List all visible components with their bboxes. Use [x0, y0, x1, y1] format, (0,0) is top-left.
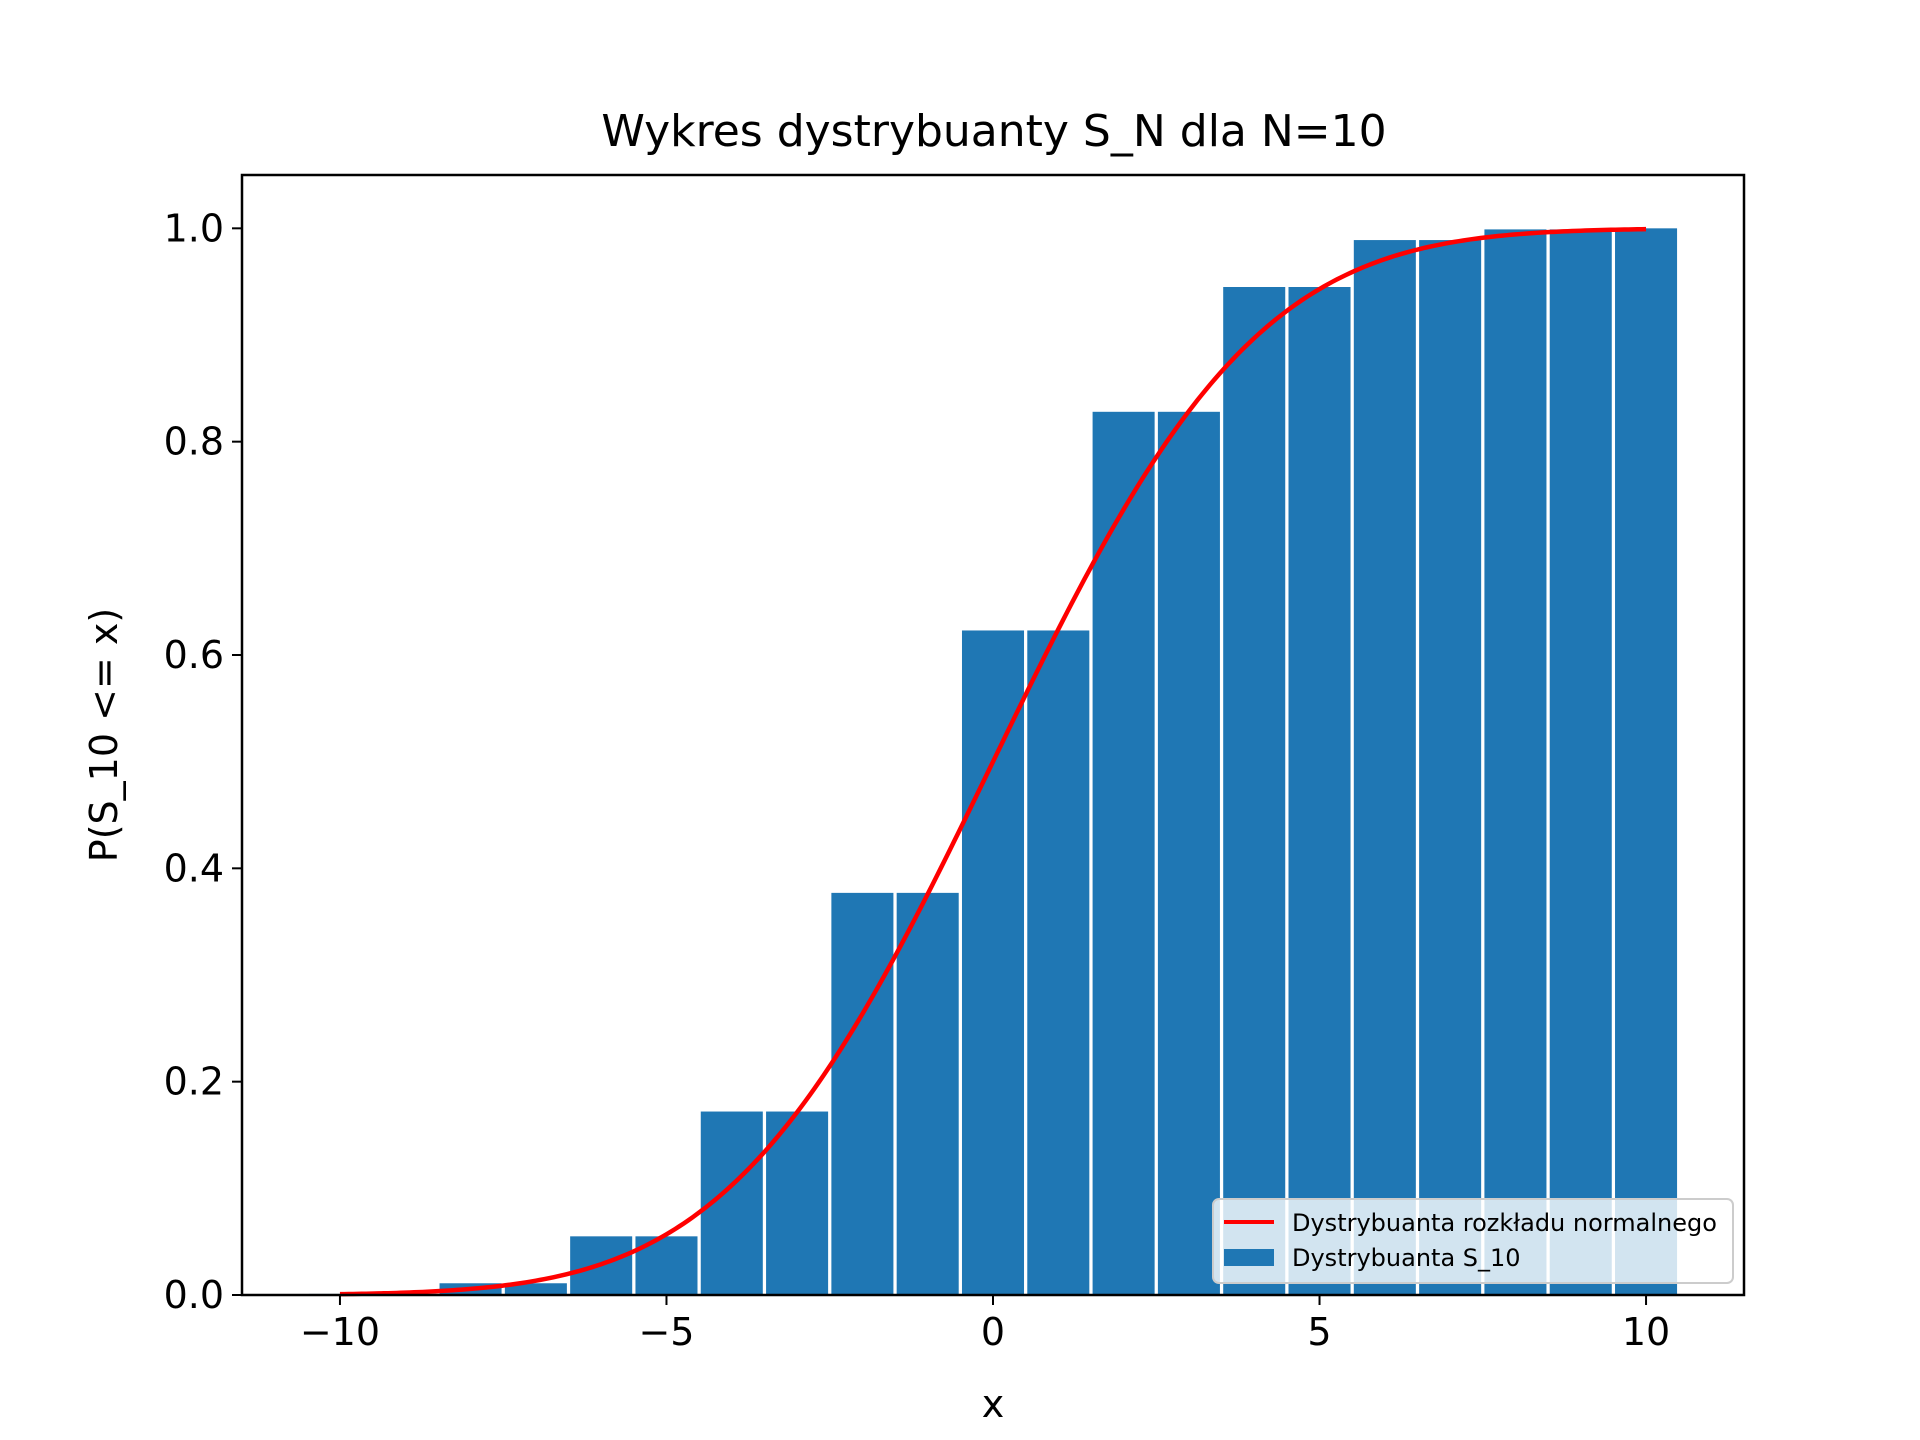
- bar: [831, 892, 894, 1295]
- x-tick-label: −5: [638, 1310, 694, 1354]
- bar: [1615, 228, 1678, 1295]
- bar: [896, 892, 959, 1295]
- x-tick-label: 10: [1622, 1310, 1670, 1354]
- legend-box: [1212, 1198, 1734, 1284]
- x-axis-ticks: −10 −5 0 5 10: [300, 1295, 1670, 1354]
- bar: [1353, 240, 1416, 1296]
- y-tick-label: 0.8: [164, 420, 224, 464]
- y-tick-label: 0.2: [164, 1060, 224, 1104]
- bar: [1484, 229, 1547, 1295]
- bar: [504, 1283, 567, 1295]
- y-axis-label: P(S_10 <= x): [82, 608, 126, 862]
- y-tick-label: 1.0: [164, 206, 224, 250]
- x-tick-label: 5: [1307, 1310, 1331, 1354]
- bar: [766, 1111, 829, 1295]
- legend: Dystrybuanta rozkładu normalnego Dystryb…: [1212, 1198, 1734, 1284]
- y-tick-label: 0.4: [164, 846, 224, 890]
- x-tick-label: 0: [981, 1310, 1005, 1354]
- legend-line-label: Dystrybuanta rozkładu normalnego: [1292, 1209, 1717, 1237]
- legend-bar-label: Dystrybuanta S_10: [1292, 1244, 1521, 1272]
- x-tick-label: −10: [300, 1310, 380, 1354]
- bar: [1027, 630, 1090, 1295]
- bar: [1157, 411, 1220, 1295]
- bar: [961, 630, 1025, 1295]
- x-axis-label: x: [982, 1382, 1005, 1426]
- legend-bar-swatch: [1224, 1249, 1274, 1266]
- bar: [1419, 240, 1482, 1296]
- curve-series: [339, 226, 1647, 1297]
- y-tick-label: 0.6: [164, 633, 224, 677]
- chart-title: Wykres dystrybuanty S_N dla N=10: [601, 106, 1386, 157]
- bar: [1549, 229, 1612, 1295]
- bar: [1092, 411, 1155, 1295]
- y-tick-label: 0.0: [164, 1273, 224, 1317]
- bar: [1288, 287, 1351, 1295]
- bar-series: [308, 228, 1678, 1296]
- y-axis-ticks: 0.0 0.2 0.4 0.6 0.8 1.0: [164, 206, 242, 1317]
- normal-cdf-line: [339, 226, 1647, 1297]
- bar: [1223, 287, 1286, 1295]
